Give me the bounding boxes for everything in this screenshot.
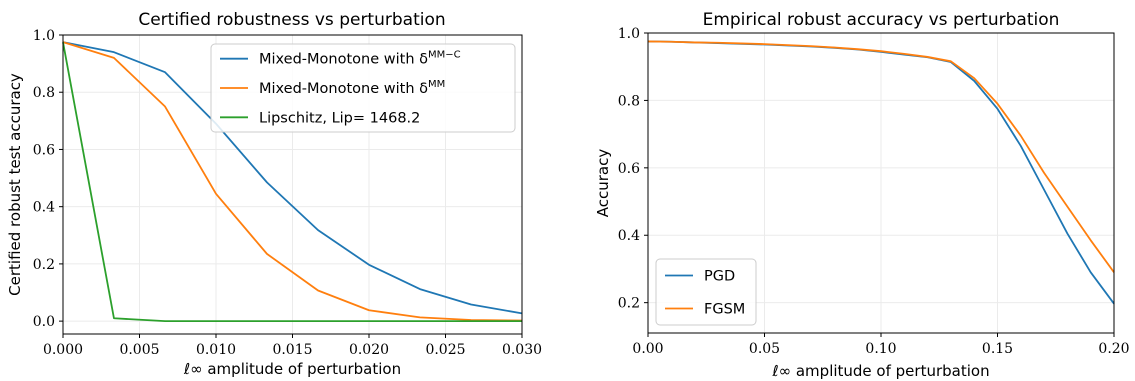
legend-label-superscript: MM bbox=[428, 79, 445, 90]
y-tick-label: 0.4 bbox=[33, 200, 55, 216]
legend-label-text: Mixed-Monotone with δ bbox=[259, 52, 428, 68]
x-tick-label: 0.005 bbox=[119, 342, 159, 358]
x-axis-label: ℓ∞ amplitude of perturbation bbox=[771, 362, 989, 380]
legend-label-2: Mixed-Monotone with δMM bbox=[259, 79, 445, 97]
y-tick-label: 0.2 bbox=[618, 296, 640, 312]
x-tick-label: 0.20 bbox=[1098, 341, 1129, 357]
y-tick-label: 0.6 bbox=[33, 142, 55, 158]
x-tick-label: 0.015 bbox=[272, 342, 312, 358]
x-tick-label: 0.10 bbox=[865, 341, 896, 357]
legend: PGD FGSM bbox=[655, 258, 757, 326]
chart-2: 0.00 0.05 0.10 0.15 0.20 0.2 0.4 0.6 0.8 1.0 Empir… bbox=[594, 10, 1130, 380]
legend: Mixed-Monotone with δMM−CMixed-Monotone … bbox=[210, 43, 516, 133]
legend-label-text: FGSM bbox=[704, 302, 745, 318]
y-tick-label: 0.6 bbox=[618, 161, 640, 177]
legend-label-superscript: MM−C bbox=[428, 50, 461, 61]
x-tick-label: 0.020 bbox=[349, 342, 389, 358]
y-axis-label: Accuracy bbox=[594, 149, 612, 218]
series-line-2 bbox=[647, 40, 1115, 273]
y-tick-label: 0.4 bbox=[618, 228, 640, 244]
series-line-1 bbox=[62, 41, 523, 315]
y-tick-label: 0.0 bbox=[33, 314, 55, 330]
y-tick-label: 0.8 bbox=[618, 93, 640, 109]
x-tick-label: 0.025 bbox=[425, 342, 465, 358]
legend-label-text: Lipschitz, Lip= 1468.2 bbox=[259, 110, 420, 126]
x-tick-label: 0.15 bbox=[982, 341, 1013, 357]
x-tick-label: 0.00 bbox=[632, 341, 663, 357]
y-axis-label: Certified robust test accuracy bbox=[6, 73, 24, 296]
series-line-3 bbox=[62, 41, 522, 323]
x-tick-label: 0.05 bbox=[749, 341, 780, 357]
x-tick-label: 0.000 bbox=[43, 342, 83, 358]
legend-label-1: Mixed-Monotone with δMM−C bbox=[259, 50, 461, 68]
y-tick-label: 0.2 bbox=[33, 257, 55, 273]
x-axis-label: ℓ∞ amplitude of perturbation bbox=[183, 360, 401, 378]
y-tick-label: 0.8 bbox=[33, 85, 55, 101]
x-tick-label: 0.030 bbox=[502, 342, 542, 358]
legend-label-3: Lipschitz, Lip= 1468.2 bbox=[259, 110, 420, 126]
legend-label-1: PGD bbox=[704, 269, 735, 285]
chart-title: Empirical robust accuracy vs perturbatio… bbox=[703, 10, 1060, 30]
series-line-2 bbox=[62, 41, 523, 322]
legend-label-2: FGSM bbox=[704, 302, 745, 318]
chart-1: 0.000 0.005 0.010 0.015 0.020 0.025 0.030 0.0 0.… bbox=[6, 10, 542, 378]
y-tick-label: 1.0 bbox=[618, 26, 640, 42]
legend-label-text: Mixed-Monotone with δ bbox=[259, 81, 428, 97]
legend-label-text: PGD bbox=[704, 269, 735, 285]
legend-box bbox=[210, 43, 516, 133]
chart-title: Certified robustness vs perturbation bbox=[138, 10, 445, 30]
x-tick-label: 0.010 bbox=[196, 342, 236, 358]
y-tick-label: 1.0 bbox=[33, 28, 55, 44]
